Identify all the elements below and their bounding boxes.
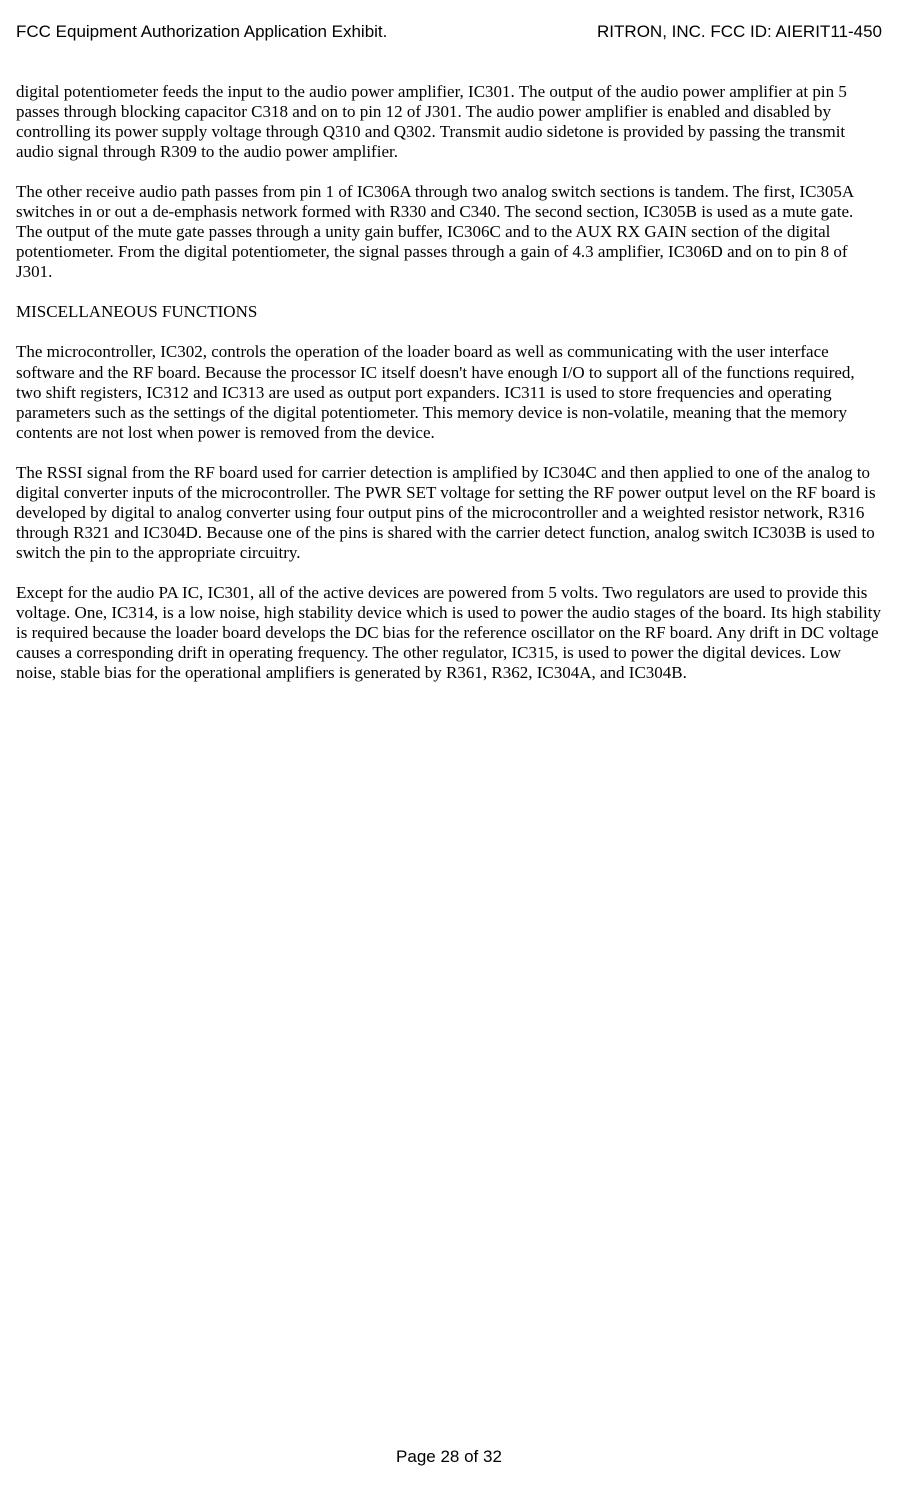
paragraph-3: The microcontroller, IC302, controls the…	[16, 342, 882, 442]
paragraph-4: The RSSI signal from the RF board used f…	[16, 463, 882, 563]
header-right: RITRON, INC. FCC ID: AIERIT11-450	[597, 22, 882, 42]
section-title-misc: MISCELLANEOUS FUNCTIONS	[16, 302, 882, 322]
page-footer: Page 28 of 32	[0, 1447, 898, 1467]
body-text: digital potentiometer feeds the input to…	[16, 82, 882, 683]
paragraph-5: Except for the audio PA IC, IC301, all o…	[16, 583, 882, 683]
header-left: FCC Equipment Authorization Application …	[16, 22, 387, 42]
page-container: FCC Equipment Authorization Application …	[0, 0, 898, 1497]
paragraph-1: digital potentiometer feeds the input to…	[16, 82, 882, 162]
page-content: FCC Equipment Authorization Application …	[0, 0, 898, 683]
footer-page-total: 32	[483, 1447, 502, 1466]
paragraph-2: The other receive audio path passes from…	[16, 182, 882, 282]
page-header: FCC Equipment Authorization Application …	[16, 22, 882, 42]
footer-page-prefix: Page 28 of	[396, 1447, 483, 1466]
